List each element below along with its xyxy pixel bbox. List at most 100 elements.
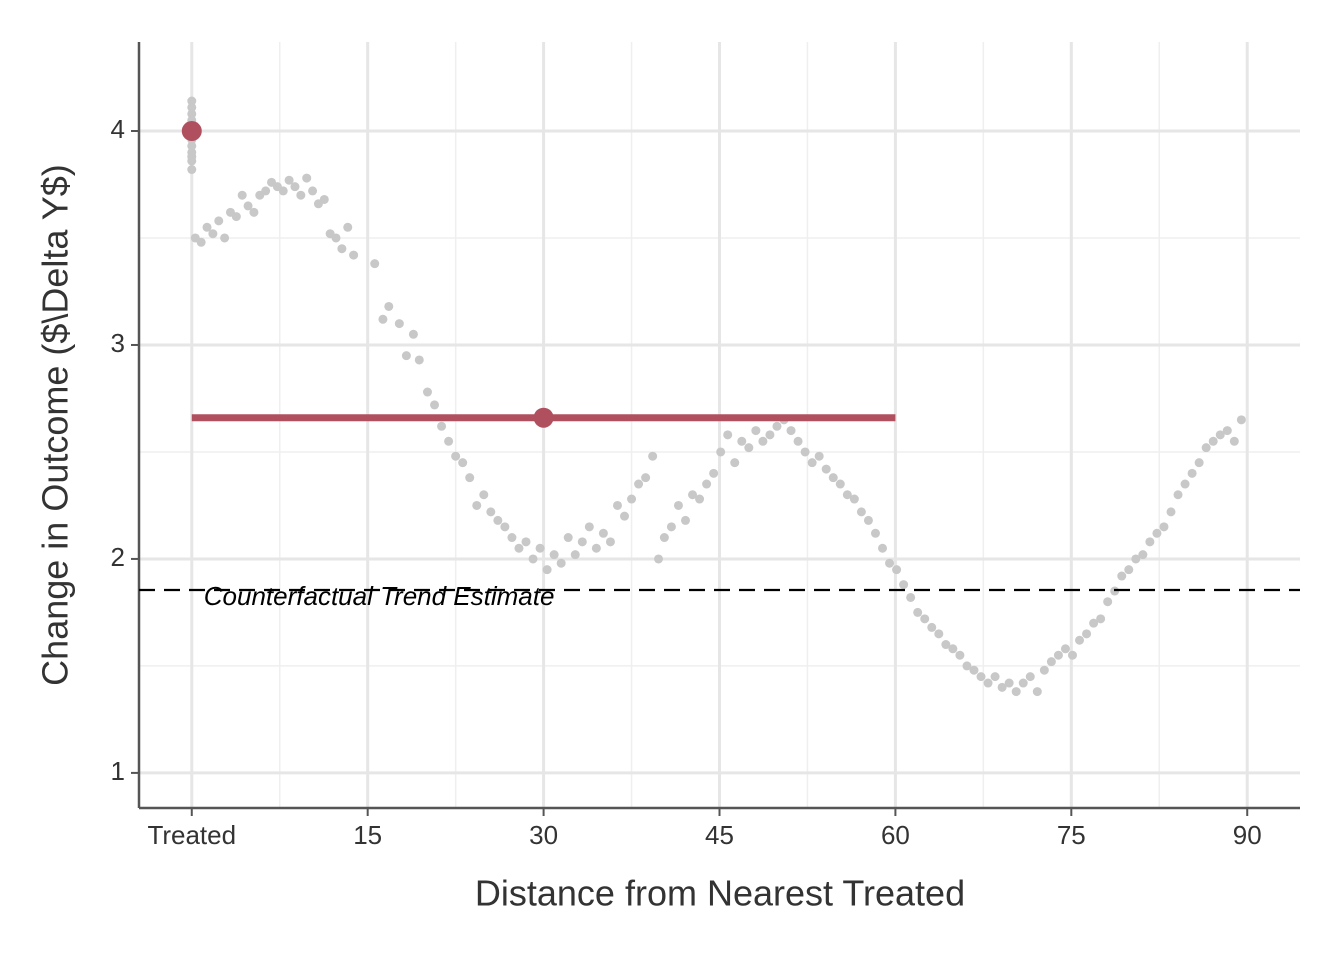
reference-label: Counterfactual Trend Estimate [204,581,555,611]
point [220,233,230,243]
point [654,554,664,564]
point [472,500,482,510]
point [962,661,972,671]
point [1131,554,1141,564]
x-tick-label: 30 [529,820,558,850]
point [187,96,197,106]
point [941,640,951,650]
point [243,201,253,211]
point [659,533,669,543]
point [835,479,845,489]
point [634,479,644,489]
point [528,554,538,564]
point [1103,597,1113,607]
point [990,672,1000,682]
point [437,421,447,431]
point [535,543,545,553]
y-tick-label: 4 [111,114,125,144]
point [1215,430,1225,440]
point [695,494,705,504]
point [1032,687,1042,697]
point [1067,650,1077,660]
point [1201,443,1211,453]
point [187,102,197,112]
point [828,473,838,483]
point [612,500,622,510]
point [549,550,559,560]
point [807,458,817,468]
point [716,447,726,457]
point [1053,650,1063,660]
point [394,319,404,329]
point [493,515,503,525]
point [451,451,461,461]
point [878,543,888,553]
point [570,550,580,560]
point [577,537,587,547]
point [384,301,394,311]
point [913,607,923,617]
point [308,186,318,196]
point [997,682,1007,692]
point [680,515,690,525]
point [337,244,347,254]
point [1089,618,1099,628]
point [605,537,615,547]
point [556,558,566,568]
x-axis-title: Distance from Nearest Treated [475,873,965,914]
point [465,473,475,483]
point [620,511,630,521]
point [378,314,388,324]
point [458,458,468,468]
x-tick-label: 75 [1057,820,1086,850]
point [744,443,754,453]
point [673,500,683,510]
point [444,436,454,446]
point [1117,571,1127,581]
point [1145,537,1155,547]
point [408,329,418,339]
point [479,490,489,500]
point [187,152,197,162]
point [702,479,712,489]
point [486,507,496,517]
point [187,165,197,175]
point [648,451,658,461]
point [906,592,916,602]
point [1025,672,1035,682]
point [1159,522,1169,532]
point [1187,468,1197,478]
x-tick-label: 60 [881,820,910,850]
point [1018,678,1028,688]
point [786,426,796,436]
point [934,629,944,639]
point [927,622,937,632]
point [302,173,312,183]
point [1152,528,1162,538]
point [1208,436,1218,446]
point [507,533,517,543]
point [237,190,247,200]
point [814,451,824,461]
point [331,233,341,243]
point [208,229,218,239]
point [278,186,288,196]
point [885,558,895,568]
point [1039,665,1049,675]
point [758,436,768,446]
point [261,186,271,196]
point [688,490,698,500]
point [1004,678,1014,688]
y-tick-label: 2 [111,542,125,572]
point [1180,479,1190,489]
point [296,190,306,200]
point [899,580,909,590]
point [955,650,965,660]
point [231,212,241,222]
point [249,207,259,217]
x-tick-label: 90 [1233,820,1262,850]
point [514,543,524,553]
point [214,216,224,226]
point [870,528,880,538]
